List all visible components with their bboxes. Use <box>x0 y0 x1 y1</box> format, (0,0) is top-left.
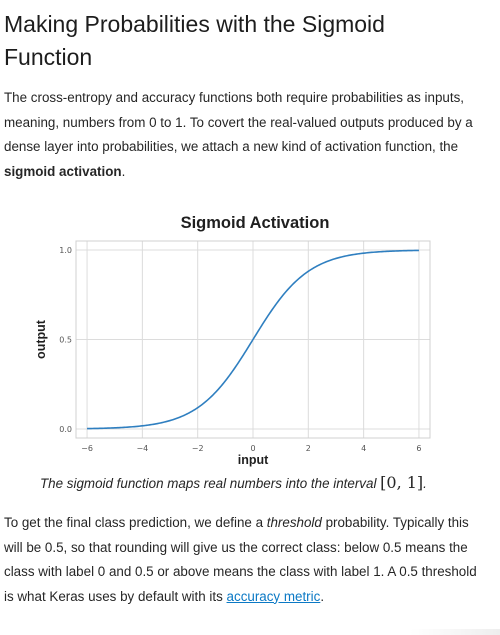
figure-caption: The sigmoid function maps real numbers i… <box>40 473 427 492</box>
caption-end: . <box>423 476 427 491</box>
y-tick-label: 0.0 <box>59 425 72 434</box>
y-tick-label: 1.0 <box>59 246 72 255</box>
x-axis-label: input <box>238 453 269 467</box>
chart-frame <box>75 240 431 439</box>
intro-text-end: . <box>121 163 126 179</box>
x-tick-label: −4 <box>136 444 148 453</box>
chart-title: Sigmoid Activation <box>181 214 330 232</box>
plot-frame <box>75 240 431 439</box>
sigmoid-activation-term: sigmoid activation <box>4 163 122 179</box>
intro-text-start: The cross-entropy and accuracy functions… <box>4 90 473 154</box>
x-tick-label: −6 <box>81 444 93 453</box>
sigmoid-figure: −6 −4 −2 0 2 4 6 0.0 0.5 1.0 Sigmoid Activation inp… <box>0 205 500 473</box>
chart-text: −6 −4 −2 0 2 4 6 0.0 0.5 1.0 Sigmoid Activation inp… <box>34 214 421 467</box>
page-title: Making Probabilities with the Sigmoid Fu… <box>4 11 385 70</box>
caption-interval: [0, 1] <box>380 473 424 492</box>
y-tick-label: 0.5 <box>59 336 72 345</box>
chart-grid <box>76 241 430 438</box>
accuracy-metric-link[interactable]: accuracy metric <box>226 588 321 604</box>
intro-paragraph: The cross-entropy and accuracy functions… <box>4 86 484 184</box>
threshold-term: threshold <box>266 515 322 530</box>
sigmoid-chart: −6 −4 −2 0 2 4 6 0.0 0.5 1.0 Sigmoid Activation inp… <box>34 214 431 467</box>
bottom-fade-decoration <box>410 629 500 635</box>
threshold-text-start: To get the final class prediction, we de… <box>4 515 267 530</box>
sigmoid-curve <box>87 249 419 430</box>
threshold-paragraph: To get the final class prediction, we de… <box>4 511 484 609</box>
x-tick-label: 0 <box>250 444 255 453</box>
x-tick-label: −2 <box>192 444 204 453</box>
chart-lines <box>87 249 419 430</box>
y-axis-label: output <box>34 319 48 359</box>
x-tick-label: 2 <box>306 444 311 453</box>
x-tick-label: 6 <box>416 444 421 453</box>
threshold-text-end: . <box>320 588 325 604</box>
x-tick-label: 4 <box>361 444 366 453</box>
caption-text: The sigmoid function maps real numbers i… <box>40 476 381 491</box>
threshold-text-middle: probability. Typically this will be 0.5,… <box>4 515 477 604</box>
